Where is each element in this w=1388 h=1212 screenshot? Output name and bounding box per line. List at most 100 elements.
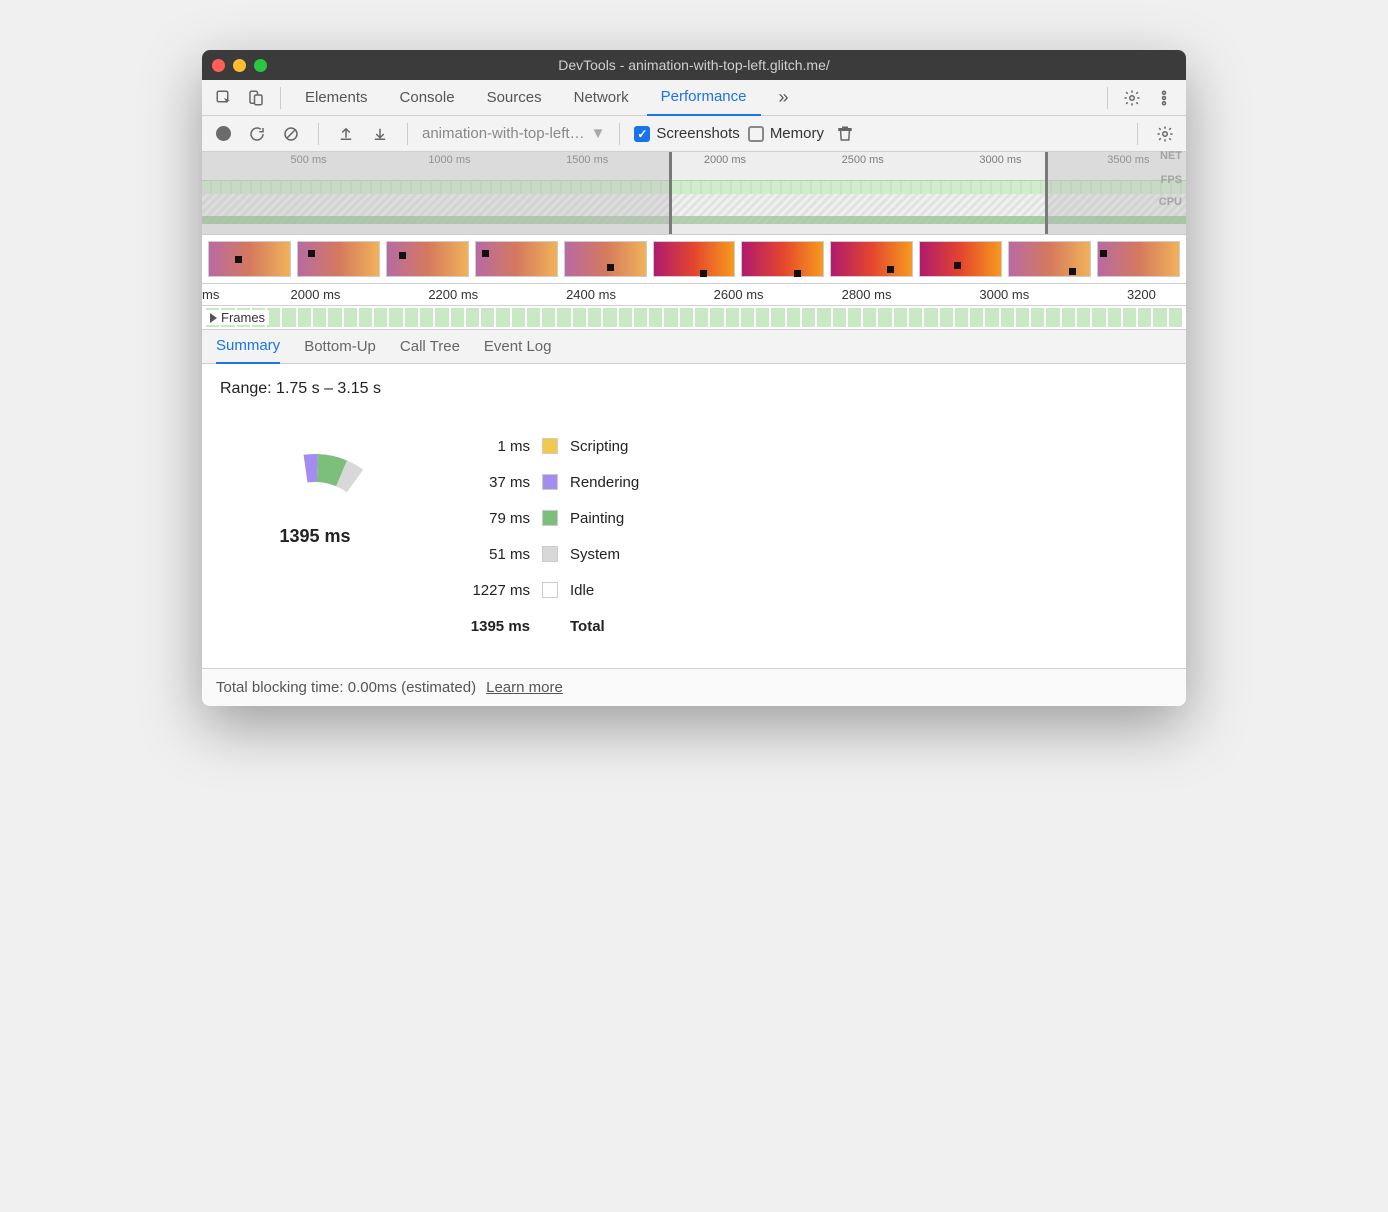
frame-bar[interactable] [787,308,800,327]
minimize-icon[interactable] [233,59,246,72]
frame-bar[interactable] [970,308,983,327]
frame-bar[interactable] [542,308,555,327]
frame-bar[interactable] [1169,308,1182,327]
frame-bar[interactable] [756,308,769,327]
frame-bar[interactable] [282,308,295,327]
frame-bar[interactable] [710,308,723,327]
overview-selection[interactable] [669,152,1048,234]
frame-bar[interactable] [344,308,357,327]
memory-checkbox[interactable]: Memory [748,125,824,142]
more-icon[interactable] [1150,84,1178,112]
frame-bar[interactable] [435,308,448,327]
frame-bar[interactable] [863,308,876,327]
filmstrip-thumb[interactable] [830,241,913,277]
frame-bar[interactable] [894,308,907,327]
frame-bar[interactable] [955,308,968,327]
frame-bar[interactable] [313,308,326,327]
filmstrip-thumb[interactable] [653,241,736,277]
frame-bar[interactable] [848,308,861,327]
frame-bar[interactable] [833,308,846,327]
frame-bar[interactable] [1092,308,1105,327]
frame-bar[interactable] [741,308,754,327]
filmstrip-thumb[interactable] [208,241,291,277]
reload-record-button[interactable] [244,121,270,147]
frame-bar[interactable] [664,308,677,327]
frame-bar[interactable] [1016,308,1029,327]
frame-bar[interactable] [405,308,418,327]
frame-bar[interactable] [619,308,632,327]
record-button[interactable] [210,121,236,147]
overview-panel[interactable]: 500 ms1000 ms1500 ms2000 ms2500 ms3000 m… [202,152,1186,235]
learn-more-link[interactable]: Learn more [486,679,563,696]
frame-bar[interactable] [771,308,784,327]
frame-bar[interactable] [817,308,830,327]
tabs-overflow[interactable]: » [765,80,803,116]
frame-bar[interactable] [680,308,693,327]
frame-bar[interactable] [1138,308,1151,327]
profile-dropdown[interactable]: animation-with-top-left… ▼ [422,125,605,142]
frame-bar[interactable] [512,308,525,327]
frame-bar[interactable] [466,308,479,327]
filmstrip-thumb[interactable] [386,241,469,277]
clear-button[interactable] [278,121,304,147]
close-icon[interactable] [212,59,225,72]
device-toggle-icon[interactable] [242,84,270,112]
summary-tab-bottom-up[interactable]: Bottom-Up [304,330,376,364]
frame-bar[interactable] [1046,308,1059,327]
capture-settings-icon[interactable] [1152,121,1178,147]
summary-tab-summary[interactable]: Summary [216,330,280,364]
frame-bar[interactable] [451,308,464,327]
frames-track[interactable]: Frames [202,306,1186,330]
zoom-icon[interactable] [254,59,267,72]
frame-bar[interactable] [909,308,922,327]
frame-bar[interactable] [603,308,616,327]
frame-bar[interactable] [374,308,387,327]
tab-network[interactable]: Network [560,80,643,116]
tab-elements[interactable]: Elements [291,80,382,116]
frame-bar[interactable] [985,308,998,327]
frame-bar[interactable] [695,308,708,327]
frame-bar[interactable] [557,308,570,327]
filmstrip-thumb[interactable] [475,241,558,277]
frame-bar[interactable] [1108,308,1121,327]
save-profile-button[interactable] [367,121,393,147]
load-profile-button[interactable] [333,121,359,147]
frame-bar[interactable] [481,308,494,327]
filmstrip-thumb[interactable] [564,241,647,277]
frame-bar[interactable] [726,308,739,327]
filmstrip-thumb[interactable] [1097,241,1180,277]
frame-bar[interactable] [389,308,402,327]
frame-bar[interactable] [573,308,586,327]
filmstrip-thumb[interactable] [741,241,824,277]
frame-bar[interactable] [1077,308,1090,327]
frame-bar[interactable] [267,308,280,327]
frame-bar[interactable] [359,308,372,327]
frame-bar[interactable] [1062,308,1075,327]
inspect-icon[interactable] [210,84,238,112]
frame-bar[interactable] [298,308,311,327]
tab-sources[interactable]: Sources [473,80,556,116]
tab-console[interactable]: Console [386,80,469,116]
frame-bar[interactable] [802,308,815,327]
frame-bar[interactable] [924,308,937,327]
filmstrip-thumb[interactable] [919,241,1002,277]
frame-bar[interactable] [496,308,509,327]
summary-tab-event-log[interactable]: Event Log [484,330,552,364]
frame-bar[interactable] [1153,308,1166,327]
expand-icon[interactable] [210,313,217,323]
filmstrip[interactable] [202,235,1186,284]
tab-performance[interactable]: Performance [647,80,761,116]
frame-bar[interactable] [649,308,662,327]
frame-bar[interactable] [634,308,647,327]
frame-bar[interactable] [588,308,601,327]
frame-bar[interactable] [940,308,953,327]
frame-bar[interactable] [420,308,433,327]
filmstrip-thumb[interactable] [1008,241,1091,277]
frame-bar[interactable] [878,308,891,327]
frame-bar[interactable] [1031,308,1044,327]
frame-bar[interactable] [1001,308,1014,327]
filmstrip-thumb[interactable] [297,241,380,277]
frame-bar[interactable] [328,308,341,327]
settings-icon[interactable] [1118,84,1146,112]
screenshots-checkbox[interactable]: Screenshots [634,125,739,142]
